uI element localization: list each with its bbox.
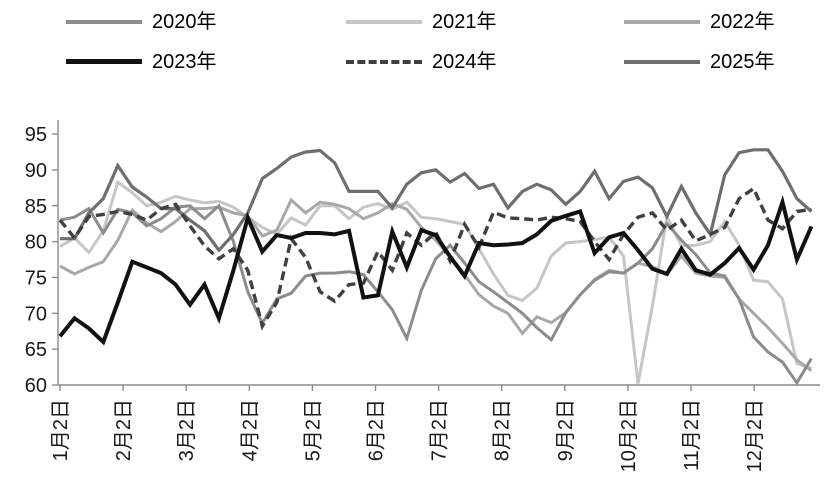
legend-label-2025: 2025年 [710,50,775,73]
x-tick-label: 3月2日 [176,399,198,461]
y-tick-label: 75 [25,267,47,289]
legend-item-2025: 2025年 [624,48,831,75]
series-line-2024 [58,185,812,331]
legend-label-2022: 2022年 [710,10,775,33]
series-line-2022 [59,197,813,372]
x-tick-label: 11月2日 [681,399,703,471]
legend-label-2023: 2023年 [152,50,217,73]
x-tick-label: 8月2日 [492,399,514,461]
chart-legend: 2020年 2021年 2022年 2023年 2024年 2025年 [66,8,831,75]
legend-item-2022: 2022年 [624,8,831,35]
legend-swatch-2025 [624,59,700,64]
x-tick-label: 10月2日 [618,399,640,472]
legend-label-2020: 2020年 [152,10,217,33]
legend-swatch-2020 [66,19,142,24]
x-tick-label: 1月2日 [50,399,72,461]
legend-item-2021: 2021年 [346,8,624,35]
x-tick-label: 9月2日 [555,399,577,461]
legend-item-2024: 2024年 [346,48,624,75]
y-tick-label: 70 [25,303,47,325]
legend-item-2020: 2020年 [66,8,346,35]
y-tick-label: 65 [25,339,47,361]
y-tick-label: 80 [25,232,47,254]
x-tick-label: 2月2日 [113,399,135,461]
y-tick-label: 90 [25,160,47,182]
legend-swatch-2023 [66,59,142,64]
y-tick-label: 95 [25,124,47,146]
x-tick-label: 4月2日 [239,399,261,461]
legend-label-2021: 2021年 [432,10,497,33]
x-tick-label: 6月2日 [366,399,388,461]
legend-item-2023: 2023年 [66,48,346,75]
x-tick-label: 5月2日 [302,399,324,461]
legend-swatch-2021 [346,19,422,24]
series-line-2023 [58,195,814,346]
legend-label-2024: 2024年 [432,50,497,73]
x-tick-label: 7月2日 [429,399,451,461]
x-tick-label: 12月2日 [744,399,766,472]
y-tick-label: 60 [25,375,47,397]
legend-swatch-2024 [346,59,422,64]
series-line-2020 [59,203,813,386]
legend-swatch-2022 [624,19,700,24]
y-tick-label: 85 [25,196,47,218]
